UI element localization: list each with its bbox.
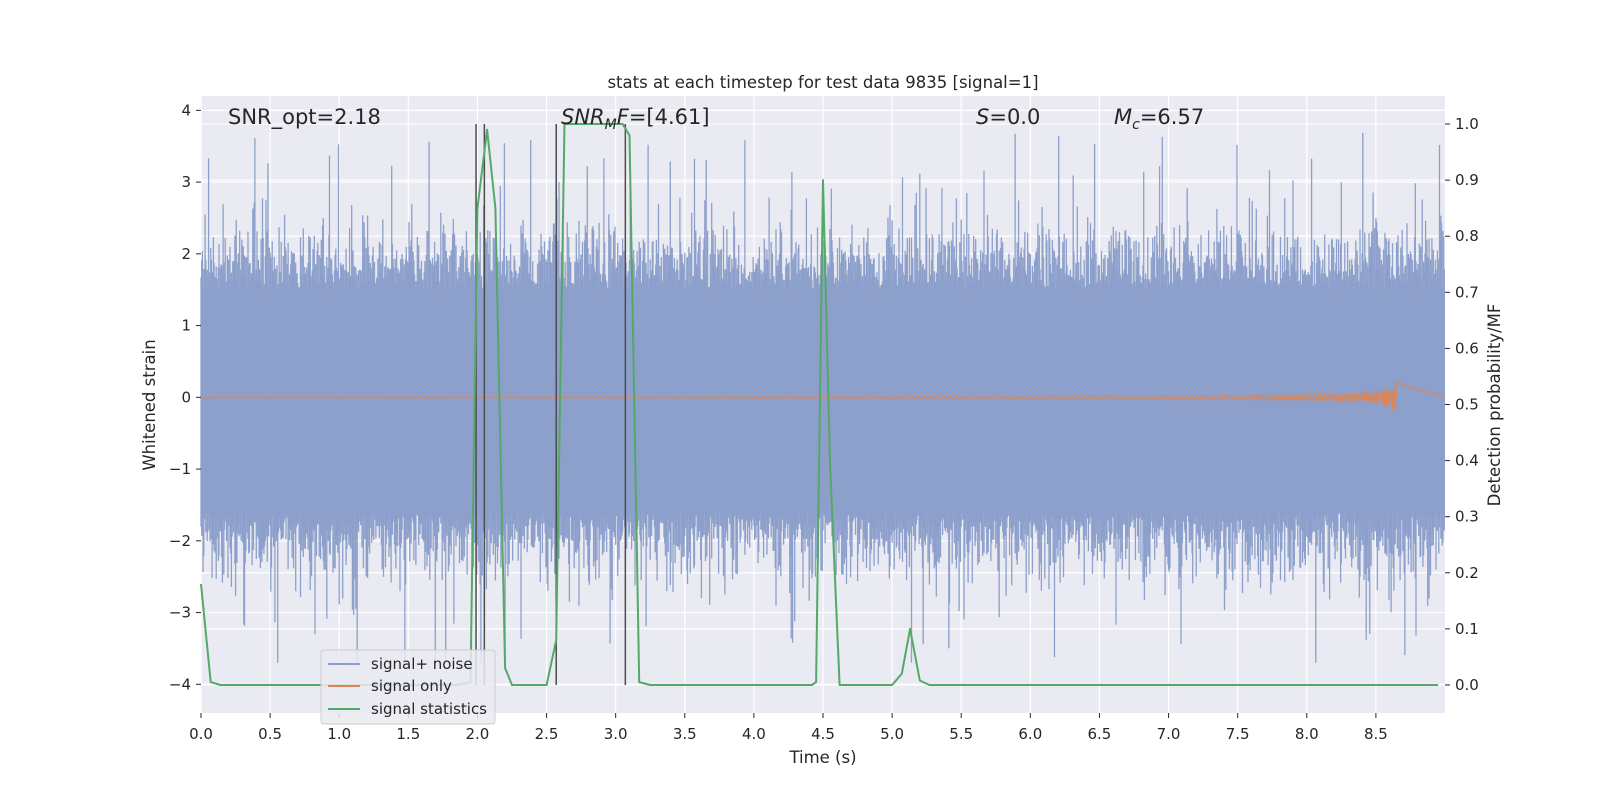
x-tick-label: 8.0 (1295, 725, 1319, 743)
y-right-tick-label: 0.9 (1455, 171, 1479, 189)
annotation-snr-mf: SNRMF=[4.61] (561, 105, 710, 133)
y-left-tick-label: 3 (181, 173, 191, 191)
chart-title: stats at each timestep for test data 983… (607, 73, 1038, 92)
y-right-tick-label: 1.0 (1455, 115, 1479, 133)
y-right-tick-label: 0.8 (1455, 227, 1479, 245)
x-tick-label: 5.0 (880, 725, 904, 743)
x-tick-label: 4.5 (811, 725, 835, 743)
y-right-tick-label: 0.1 (1455, 620, 1479, 638)
y-right-tick-label: 0.4 (1455, 452, 1479, 470)
annotation-snr-opt: SNR_opt=2.18 (228, 105, 381, 130)
stats-line (200, 123, 1439, 686)
tick-labels: 0.0 0.5 1.0 1.5 2.0 2.5 3.0 3.5 4.0 4.5 5.0 5.5 6.0 6… (169, 101, 1479, 743)
x-tick-label: 1.0 (327, 725, 351, 743)
y-left-tick-label: −4 (169, 675, 191, 693)
x-tick-label: 5.5 (949, 725, 973, 743)
y-left-tick-label: −3 (169, 604, 191, 622)
y-left-tick-label: 2 (181, 245, 191, 263)
x-tick-label: 6.0 (1018, 725, 1042, 743)
x-tick-label: 0.5 (258, 725, 282, 743)
x-tick-label: 7.0 (1157, 725, 1181, 743)
y-right-tick-label: 0.5 (1455, 396, 1479, 414)
signal-series (200, 381, 1446, 412)
signal-line (200, 381, 1446, 412)
x-tick-label: 0.0 (189, 725, 213, 743)
y-right-tick-label: 0.0 (1455, 676, 1479, 694)
y-left-tick-label: 0 (181, 388, 191, 406)
y-right-tick-label: 0.6 (1455, 339, 1479, 357)
stats-series (200, 123, 1439, 686)
y-left-tick-label: −2 (169, 532, 191, 550)
legend-label-noise: signal+ noise (371, 655, 473, 673)
x-tick-label: 3.5 (673, 725, 697, 743)
y-axis-label-left: Whitened strain (140, 339, 159, 470)
legend-label-stats: signal statistics (371, 700, 487, 718)
annotation-s: S=0.0 (976, 105, 1040, 129)
x-tick-label: 4.0 (742, 725, 766, 743)
x-tick-label: 8.5 (1364, 725, 1388, 743)
legend: signal+ noise signal only signal statist… (320, 649, 496, 725)
x-tick-label: 2.5 (535, 725, 559, 743)
y-axis-label-right: Detection probability/MF (1485, 304, 1504, 507)
x-tick-label: 6.5 (1088, 725, 1112, 743)
annotation-mc: Mc=6.57 (1114, 105, 1204, 133)
y-right-tick-label: 0.3 (1455, 508, 1479, 526)
y-right-tick-label: 0.2 (1455, 564, 1479, 582)
y-left-tick-label: −1 (169, 460, 191, 478)
y-left-tick-label: 1 (181, 317, 191, 335)
x-tick-label: 1.5 (396, 725, 420, 743)
y-left-tick-label: 4 (181, 101, 191, 119)
x-tick-label: 7.5 (1226, 725, 1250, 743)
x-tick-label: 2.0 (466, 725, 490, 743)
legend-box (320, 649, 496, 725)
x-axis-label: Time (s) (788, 748, 856, 767)
y-right-tick-label: 0.7 (1455, 283, 1479, 301)
x-tick-label: 3.0 (604, 725, 628, 743)
legend-label-signal: signal only (371, 677, 452, 695)
